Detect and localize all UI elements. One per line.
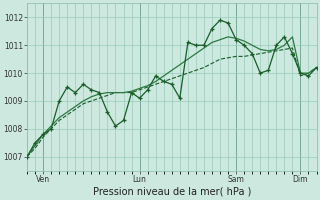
- X-axis label: Pression niveau de la mer( hPa ): Pression niveau de la mer( hPa ): [92, 187, 251, 197]
